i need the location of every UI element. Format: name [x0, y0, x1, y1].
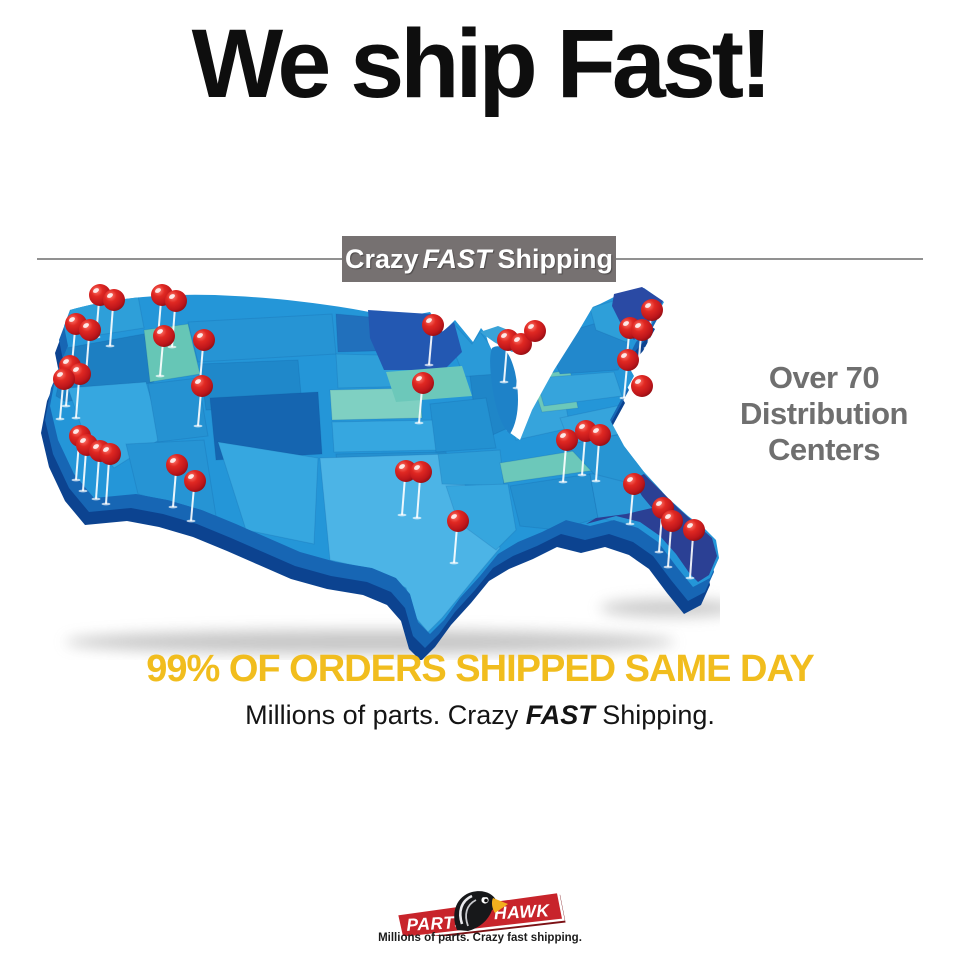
- location-pin: [410, 461, 432, 520]
- michigan-mitten: [490, 346, 518, 434]
- tagline-post: Shipping.: [602, 700, 715, 730]
- location-pin: [623, 473, 645, 526]
- tagline-pre: Millions of parts. Crazy: [245, 700, 519, 730]
- hawk-head-icon: [454, 891, 508, 931]
- location-pin: [412, 372, 434, 425]
- location-pin: [53, 368, 75, 421]
- location-pin: [631, 319, 653, 370]
- distribution-centers-note: Over 70 Distribution Centers: [698, 360, 950, 468]
- location-pin: [510, 333, 532, 390]
- shipping-banner: Crazy FAST Shipping: [342, 236, 616, 282]
- location-pin: [447, 510, 469, 565]
- partshawk-logo: PARTS HAWK: [0, 888, 960, 941]
- location-pin: [422, 314, 444, 367]
- note-line-1: Over 70: [768, 360, 880, 395]
- subheadline: 99% OF ORDERS SHIPPED SAME DAY: [146, 648, 815, 690]
- location-pin: [153, 325, 175, 378]
- location-pin: [556, 429, 578, 484]
- note-line-3: Centers: [768, 431, 880, 467]
- location-pin: [103, 289, 125, 348]
- location-pin: [166, 454, 188, 509]
- note-line-2: Distribution: [740, 395, 908, 431]
- pins-layer: [53, 284, 705, 580]
- partshawk-logo-svg: PARTS HAWK: [395, 890, 566, 941]
- logo-word-hawk: HAWK: [493, 900, 550, 923]
- location-pin: [99, 443, 121, 506]
- state-florida: [586, 474, 717, 582]
- location-pin: [589, 424, 611, 483]
- location-pin: [661, 510, 683, 569]
- location-pin: [683, 519, 705, 580]
- location-pin: [184, 470, 206, 523]
- headline: We ship Fast!: [191, 9, 773, 118]
- usa-distribution-map: [30, 278, 740, 661]
- banner-text-pre: Crazy: [344, 243, 419, 274]
- map-shadow: [65, 630, 675, 654]
- banner-text-post: Shipping: [497, 243, 614, 274]
- map-shadow-east: [600, 599, 740, 617]
- logo-word-parts: PARTS: [406, 912, 467, 935]
- location-pin: [631, 375, 653, 428]
- location-pin: [524, 320, 546, 373]
- location-pin: [191, 375, 213, 428]
- tagline-fast: FAST: [525, 700, 595, 730]
- tagline: Millions of parts. Crazy FAST Shipping.: [0, 700, 960, 731]
- location-pin: [617, 349, 639, 400]
- banner-text-fast: FAST: [422, 243, 492, 274]
- logo-tagline: Millions of parts. Crazy fast shipping.: [378, 932, 582, 944]
- usa-map-svg: [41, 284, 740, 661]
- state-minnesota: [368, 310, 462, 370]
